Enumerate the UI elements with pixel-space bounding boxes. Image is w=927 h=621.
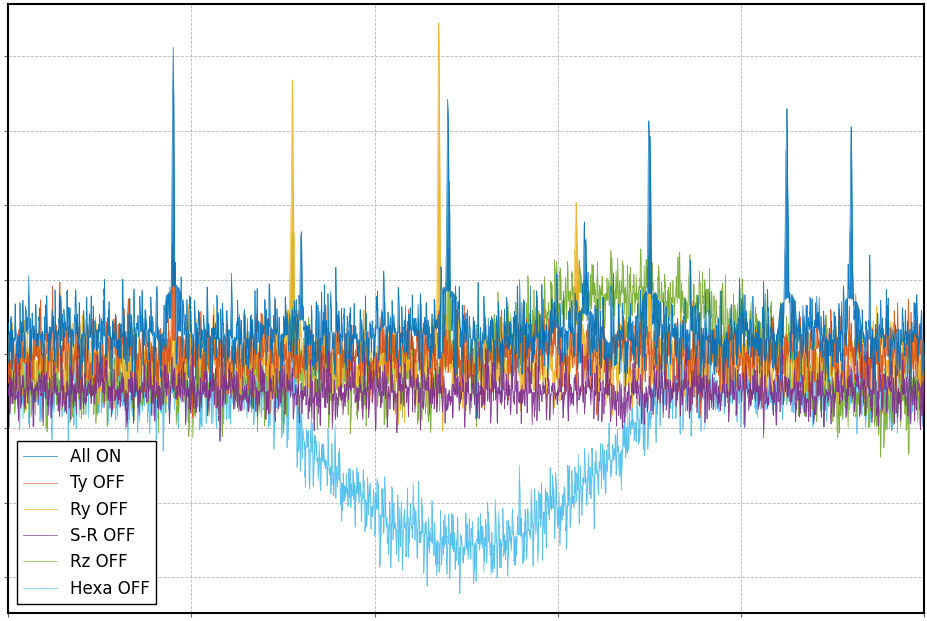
All ON [802, 340, 813, 348]
Line: Hexa OFF: Hexa OFF [8, 300, 923, 594]
S-R OFF [393, 384, 404, 391]
Rz OFF [3, 379, 14, 386]
Ty OFF [3, 356, 14, 363]
Ry OFF [393, 391, 404, 399]
Hexa OFF [393, 515, 404, 523]
Hexa OFF [918, 397, 927, 404]
Ry OFF [918, 337, 927, 344]
S-R OFF [161, 379, 172, 386]
Rz OFF [107, 403, 118, 410]
Ty OFF [393, 323, 404, 330]
All ON [3, 319, 14, 327]
Hexa OFF [161, 378, 172, 385]
Ry OFF [353, 353, 364, 361]
Ty OFF [354, 341, 365, 348]
Ty OFF [167, 242, 178, 249]
All ON [900, 329, 911, 336]
Rz OFF [801, 392, 812, 400]
Rz OFF [874, 453, 885, 461]
S-R OFF [576, 340, 587, 348]
S-R OFF [214, 438, 225, 445]
Rz OFF [393, 372, 404, 379]
Ry OFF [107, 355, 118, 363]
S-R OFF [900, 382, 911, 389]
All ON [168, 43, 179, 51]
Hexa OFF [454, 591, 465, 598]
Line: S-R OFF: S-R OFF [8, 344, 923, 442]
Ty OFF [161, 380, 172, 388]
S-R OFF [107, 384, 118, 391]
Rz OFF [918, 377, 927, 384]
Ty OFF [802, 369, 813, 376]
Ry OFF [433, 19, 444, 27]
S-R OFF [802, 396, 813, 403]
Ry OFF [802, 386, 813, 394]
Line: All ON: All ON [8, 47, 923, 419]
Ty OFF [693, 414, 705, 422]
Hexa OFF [286, 296, 298, 304]
Hexa OFF [354, 479, 365, 487]
All ON [354, 335, 365, 342]
All ON [107, 317, 118, 325]
All ON [918, 365, 927, 373]
Hexa OFF [802, 365, 813, 372]
Rz OFF [900, 420, 911, 427]
S-R OFF [918, 413, 927, 420]
Line: Rz OFF: Rz OFF [8, 232, 923, 457]
Line: Ry OFF: Ry OFF [8, 23, 923, 431]
Rz OFF [161, 384, 172, 392]
Ry OFF [900, 337, 911, 345]
Ry OFF [3, 333, 14, 340]
S-R OFF [354, 373, 365, 381]
Ty OFF [107, 338, 118, 345]
Ry OFF [161, 363, 172, 370]
All ON [393, 322, 404, 329]
S-R OFF [3, 383, 14, 390]
Hexa OFF [107, 410, 118, 417]
Legend: All ON, Ty OFF, Ry OFF, S-R OFF, Rz OFF, Hexa OFF: All ON, Ty OFF, Ry OFF, S-R OFF, Rz OFF,… [17, 442, 157, 604]
Ty OFF [918, 369, 927, 376]
Hexa OFF [3, 383, 14, 391]
All ON [470, 415, 481, 423]
Ry OFF [437, 427, 448, 435]
Line: Ty OFF: Ty OFF [8, 245, 923, 418]
Ty OFF [900, 337, 911, 344]
All ON [161, 307, 172, 314]
Rz OFF [286, 229, 298, 236]
Hexa OFF [900, 363, 911, 370]
Rz OFF [354, 355, 365, 363]
